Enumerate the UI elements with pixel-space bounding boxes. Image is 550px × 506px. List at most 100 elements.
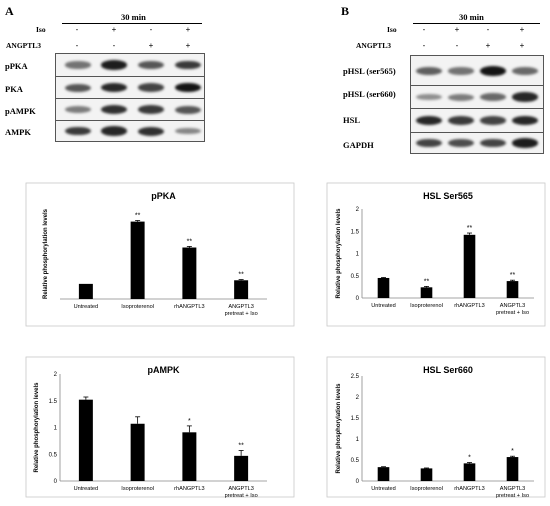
chart0-xtick-3-a: ANGPTL3 [228, 304, 254, 310]
b-band-0-0 [416, 67, 442, 75]
blot-label-pka: PKA [5, 84, 23, 94]
chart3-ytick-4: 2 [356, 395, 360, 401]
chart3-xtick-1: Isoproterenol [410, 486, 443, 492]
b-band-2-2 [480, 116, 506, 125]
b-band-1-2 [480, 93, 506, 101]
chart1-title: HSL Ser565 [423, 191, 473, 201]
chart0-frame [25, 182, 295, 327]
a-band-0-0 [65, 61, 91, 69]
blot-label-ampk: AMPK [5, 127, 31, 137]
chart3-ytick-2: 1 [356, 437, 360, 443]
chart3-bar-2 [463, 463, 476, 481]
a-band-3-3 [175, 127, 201, 135]
time-bracket-b [413, 23, 540, 24]
chart1-xtick-3-a: ANGPTL3 [500, 303, 526, 309]
chart1-bar-1 [420, 287, 433, 298]
sign-b-1-1: - [455, 41, 459, 50]
chart3-xtick-0: Untreated [371, 486, 396, 492]
treatment-label-iso-a: Iso [36, 25, 46, 34]
a-band-1-2 [138, 83, 164, 92]
chart1-bar-3 [506, 281, 519, 298]
chart2-bar-1 [130, 423, 145, 481]
b-band-3-0 [416, 138, 442, 148]
chart2-xtick-3-a: ANGPTL3 [228, 486, 254, 492]
chart3-xtick-3-b: pretreat + Iso [496, 493, 529, 499]
b-band-1-3 [512, 92, 538, 102]
b-band-0-1 [448, 67, 474, 75]
chart0-sig-3: ** [238, 272, 244, 279]
chart1-xtick-3-b: pretreat + Iso [496, 310, 529, 316]
chart2-xtick-1: Isoproterenol [121, 486, 154, 492]
a-blot-3 [55, 120, 205, 142]
chart1-xtick-2: rhANGPTL3 [454, 303, 484, 309]
a-band-1-0 [65, 83, 91, 92]
chart1-ylabel: Relative phosphorylation levels [336, 208, 342, 299]
a-band-1-3 [175, 82, 201, 93]
chart1-sig-1: ** [424, 278, 430, 285]
a-band-2-3 [175, 105, 201, 114]
chart1-bar-0 [377, 277, 390, 298]
blot-label-hsl: HSL [343, 115, 361, 125]
chart3-ytick-1: 0.5 [351, 458, 360, 464]
blot-label-phsl-ser565: pHSL (ser565) [343, 66, 396, 76]
a-band-2-1 [101, 105, 127, 114]
chart2-bar-0 [78, 399, 93, 481]
sign-b-1-0: - [422, 41, 426, 50]
treatment-label-angptl3-a: ANGPTL3 [6, 41, 42, 50]
chart2-bar-2 [182, 432, 197, 481]
b-blot-3 [410, 132, 544, 154]
b-blot-2 [410, 108, 544, 133]
chart3-bar-1 [420, 468, 433, 481]
chart1-sig-2: ** [467, 225, 473, 232]
b-band-1-0 [416, 93, 442, 101]
sign-a-0-3: + [185, 25, 191, 34]
b-band-3-1 [448, 138, 474, 148]
b-band-0-2 [480, 66, 506, 76]
chart1-ytick-4: 2 [356, 207, 360, 213]
chart1-frame [326, 182, 546, 327]
blot-label-ppka: pPKA [5, 61, 28, 71]
panel-letter-a: A [5, 4, 14, 18]
panel-letter-b: B [341, 4, 350, 18]
a-band-3-1 [101, 126, 127, 136]
a-band-2-2 [138, 105, 164, 114]
chart2-xtick-3-b: pretreat + Iso [225, 493, 258, 499]
b-band-3-3 [512, 138, 538, 148]
chart0-sig-2: ** [187, 238, 193, 245]
a-band-0-3 [175, 60, 201, 70]
sign-b-0-1: + [454, 25, 460, 34]
chart0-xtick-2: rhANGPTL3 [174, 304, 204, 310]
b-band-2-0 [416, 115, 442, 126]
blot-label-pampk: pAMPK [5, 106, 36, 116]
chart0-bar-0 [78, 283, 93, 299]
treatment-label-angptl3-b: ANGPTL3 [356, 41, 392, 50]
chart0-xtick-0: Untreated [74, 304, 99, 310]
chart3-sig-2: * [468, 455, 471, 462]
sign-b-1-3: + [519, 41, 525, 50]
b-band-2-1 [448, 116, 474, 125]
chart0-bar-1 [130, 221, 145, 299]
b-band-3-2 [480, 138, 506, 148]
chart1-ytick-0: 0 [356, 296, 360, 302]
sign-a-0-1: + [111, 25, 117, 34]
a-band-0-2 [138, 61, 164, 69]
b-blot-1 [410, 85, 544, 109]
chart1-ytick-1: 0.5 [351, 274, 360, 280]
chart2-ytick-1: 0.5 [49, 452, 58, 458]
chart1-xtick-1: Isoproterenol [410, 303, 443, 309]
chart3-xtick-3-a: ANGPTL3 [500, 486, 526, 492]
a-band-0-1 [101, 60, 127, 70]
a-band-3-0 [65, 126, 91, 136]
a-band-1-1 [101, 82, 127, 93]
sign-a-1-1: - [112, 41, 116, 50]
chart1-ytick-2: 1 [356, 252, 360, 258]
chart0-title: pPKA [151, 191, 176, 201]
chart2-sig-3: ** [238, 443, 244, 450]
chart3-sig-3: * [511, 448, 514, 455]
chart2-sig-2: * [188, 418, 191, 425]
chart0-sig-1: ** [135, 213, 141, 220]
a-band-2-0 [65, 106, 91, 113]
b-band-2-3 [512, 115, 538, 126]
chart3-bar-3 [506, 457, 519, 481]
blot-label-gapdh: GAPDH [343, 140, 374, 150]
